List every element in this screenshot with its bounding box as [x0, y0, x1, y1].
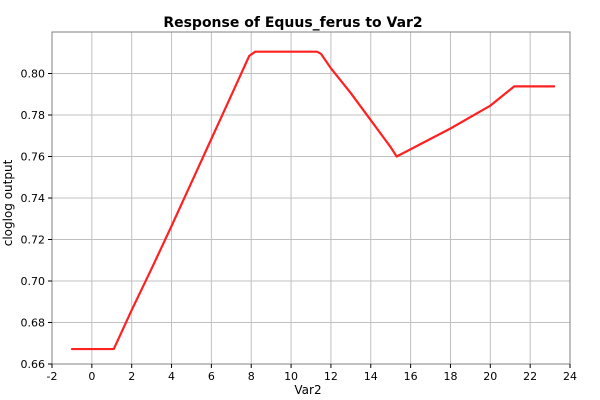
y-axis-label: cloglog output	[1, 159, 15, 246]
x-tick-label: 2	[128, 370, 135, 383]
x-tick-label: -2	[47, 370, 58, 383]
x-tick-label: 8	[248, 370, 255, 383]
y-tick-label: 0.76	[21, 151, 46, 164]
x-tick-label: 20	[483, 370, 497, 383]
x-tick-label: 6	[208, 370, 215, 383]
x-axis-label: Var2	[294, 383, 321, 397]
y-tick-label: 0.70	[21, 275, 46, 288]
y-tick-label: 0.78	[21, 109, 46, 122]
x-tick-label: 0	[88, 370, 95, 383]
x-tick-label: 22	[523, 370, 537, 383]
y-tick-label: 0.80	[21, 68, 46, 81]
chart-title: Response of Equus_ferus to Var2	[163, 15, 422, 31]
x-tick-label: 4	[168, 370, 175, 383]
y-tick-label: 0.72	[21, 234, 46, 247]
y-tick-label: 0.66	[21, 358, 46, 371]
y-tick-label: 0.74	[21, 192, 46, 205]
x-tick-label: 12	[324, 370, 338, 383]
x-tick-label: 10	[284, 370, 298, 383]
x-tick-label: 14	[364, 370, 378, 383]
x-tick-label: 18	[443, 370, 457, 383]
x-tick-label: 16	[404, 370, 418, 383]
response-curve	[70, 50, 556, 351]
y-tick-label: 0.68	[21, 317, 46, 330]
plot-area: -2 0 2 4 6 8 10 12 14 16 18 20 22 240.660.680.700.720…	[21, 31, 577, 383]
x-tick-label: 24	[563, 370, 577, 383]
